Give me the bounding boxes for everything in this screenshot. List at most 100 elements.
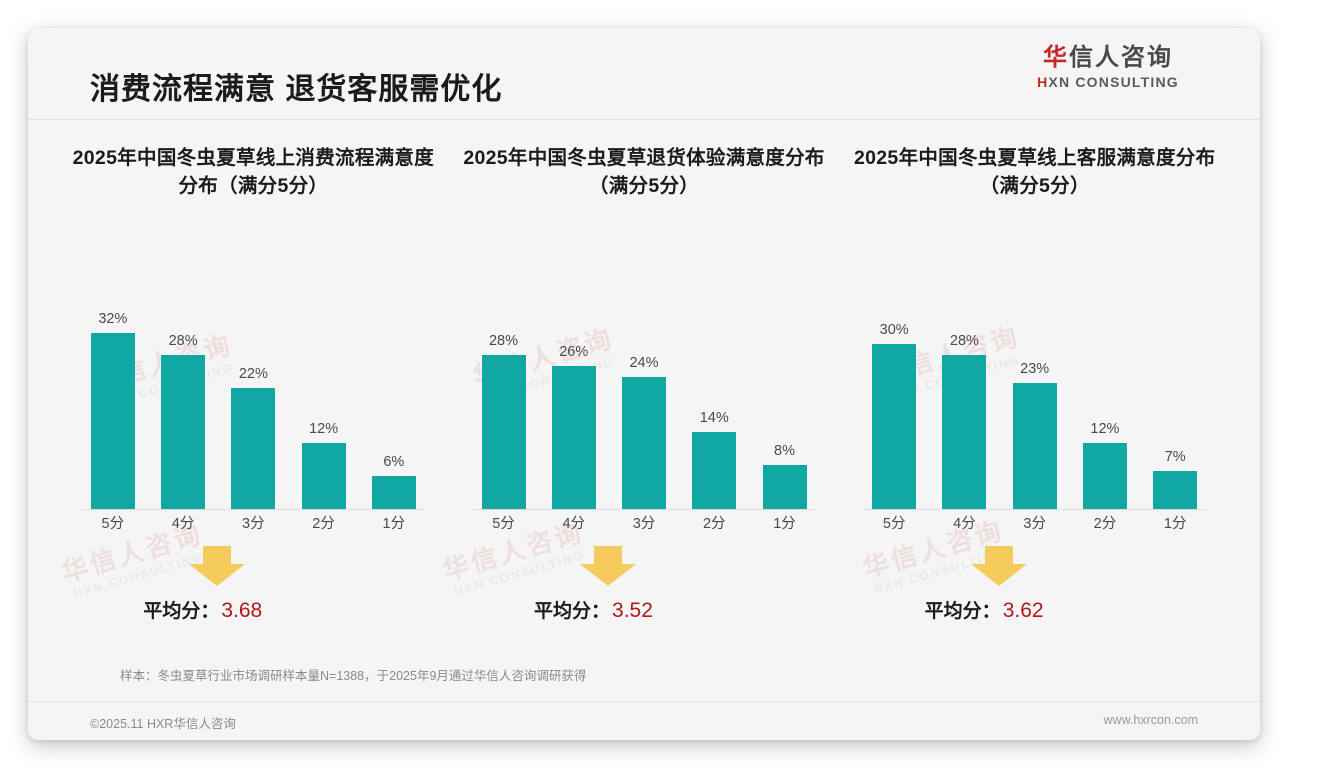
bar-chart-2: 28% 26% 24% 14% 8% 5分 4分 3分 2分 1分 xyxy=(463,260,826,532)
bar-value-label: 12% xyxy=(1090,421,1120,437)
average-block-1: 华信人咨询 HXN CONSULTING 平均分：3.68 xyxy=(58,519,435,644)
bar-column: 32% xyxy=(82,291,144,509)
bar[interactable] xyxy=(90,333,135,509)
logo-chinese-first-char: 华 xyxy=(1043,44,1069,71)
bar[interactable] xyxy=(622,377,666,509)
copyright-text: ©2025.11 HXR华信人咨询 xyxy=(90,717,236,731)
bar[interactable] xyxy=(1082,443,1127,509)
chart-title-3: 2025年中国冬虫夏草线上客服满意度分布（满分5分） xyxy=(853,147,1216,198)
slide-header: 消费流程满意 退货客服需优化 华信人咨询 HXN CONSULTING xyxy=(28,28,1260,120)
bar-value-label: 12% xyxy=(309,421,339,437)
chart-title-2: 2025年中国冬虫夏草退货体验满意度分布（满分5分） xyxy=(463,147,825,198)
average-label: 平均分： xyxy=(534,601,611,622)
bar-column: 8% xyxy=(754,291,816,509)
bars-3: 30% 28% 23% 12% 7% xyxy=(863,291,1207,510)
bar-column: 12% xyxy=(293,291,355,509)
bar-value-label: 8% xyxy=(774,443,795,459)
chart-title-1: 2025年中国冬虫夏草线上消费流程满意度分布（满分5分） xyxy=(72,147,435,198)
x-axis-2: 5分 4分 3分 2分 1分 xyxy=(473,512,816,533)
chart-panel-2: 华信人咨询 HXN CONSULTING 2025年中国冬虫夏草退货体验满意度分… xyxy=(439,144,840,676)
bar-column: 24% xyxy=(613,291,675,509)
page-title: 消费流程满意 退货客服需优化 xyxy=(90,73,503,106)
logo-english: HXN CONSULTING xyxy=(1018,74,1198,90)
x-tick-label: 3分 xyxy=(242,516,265,532)
bar-chart-3: 30% 28% 23% 12% 7% 5分 4分 3分 2分 1分 xyxy=(853,260,1216,532)
x-tick-label: 5分 xyxy=(101,516,125,532)
bar[interactable] xyxy=(1153,471,1198,509)
x-tick-label: 2分 xyxy=(702,516,726,532)
average-value: 3.68 xyxy=(221,599,263,622)
bar-column: 28% xyxy=(152,291,214,509)
x-axis-3: 5分 4分 3分 2分 1分 xyxy=(863,512,1206,533)
charts-row: 华信人咨询 HXN CONSULTING 2025年中国冬虫夏草线上消费流程满意… xyxy=(28,120,1260,676)
down-arrow-icon xyxy=(578,544,638,593)
bars-1: 32% 28% 22% 12% 6% xyxy=(82,291,425,510)
x-tick-label: 1分 xyxy=(773,516,796,532)
bar-column: 26% xyxy=(543,291,605,509)
x-tick-label: 3分 xyxy=(632,516,656,532)
average-score-2: 平均分：3.52 xyxy=(534,596,653,623)
bar-column: 28% xyxy=(934,291,996,509)
average-label: 平均分： xyxy=(143,601,220,622)
x-tick-label: 1分 xyxy=(382,516,406,532)
x-tick-label: 2分 xyxy=(312,516,335,532)
x-tick-label: 1分 xyxy=(1163,516,1187,532)
company-logo: 华信人咨询 HXN CONSULTING xyxy=(1018,44,1198,90)
x-axis-1: 5分 4分 3分 2分 1分 xyxy=(82,512,425,533)
bar-value-label: 30% xyxy=(879,322,909,338)
logo-english-initial: H xyxy=(1037,73,1049,90)
down-arrow-icon xyxy=(187,544,247,593)
logo-english-rest: XN CONSULTING xyxy=(1048,73,1179,90)
bar[interactable] xyxy=(692,432,737,509)
bar[interactable] xyxy=(301,443,346,509)
logo-chinese-rest: 信人咨询 xyxy=(1069,44,1173,71)
slide-footer: ©2025.11 HXR华信人咨询 www.hxrcon.com xyxy=(28,701,1260,740)
x-tick-label: 5分 xyxy=(492,516,515,532)
bar-value-label: 7% xyxy=(1164,449,1186,465)
x-tick-label: 3分 xyxy=(1023,516,1046,532)
website-url[interactable]: www.hxrcon.com xyxy=(1103,713,1198,727)
bar[interactable] xyxy=(762,465,807,509)
bar[interactable] xyxy=(872,344,917,509)
bar-value-label: 26% xyxy=(559,344,589,360)
chart-panel-1: 华信人咨询 HXN CONSULTING 2025年中国冬虫夏草线上消费流程满意… xyxy=(58,144,449,676)
bar[interactable] xyxy=(942,355,987,509)
average-label: 平均分： xyxy=(924,601,1001,622)
chart-panel-3: 华信人咨询 HXN CONSULTING 2025年中国冬虫夏草线上客服满意度分… xyxy=(839,144,1230,676)
average-score-1: 平均分：3.68 xyxy=(143,596,262,623)
bar[interactable] xyxy=(481,355,526,509)
bar-column: 6% xyxy=(363,291,425,509)
x-tick-label: 4分 xyxy=(953,516,976,532)
bar[interactable] xyxy=(231,388,276,509)
bar[interactable] xyxy=(161,355,206,509)
bar[interactable] xyxy=(371,476,416,509)
bar-column: 30% xyxy=(863,291,925,509)
bar[interactable] xyxy=(551,366,596,509)
average-value: 3.52 xyxy=(612,599,653,622)
bar-value-label: 6% xyxy=(383,454,405,470)
x-tick-label: 4分 xyxy=(171,516,195,532)
average-score-3: 平均分：3.62 xyxy=(925,596,1044,623)
down-arrow-icon xyxy=(969,544,1029,593)
average-value: 3.62 xyxy=(1002,599,1044,622)
average-block-2: 华信人咨询 HXN CONSULTING 平均分：3.52 xyxy=(439,517,826,644)
x-tick-label: 4分 xyxy=(562,516,586,532)
bar[interactable] xyxy=(1012,383,1057,509)
sample-note: 样本：冬虫夏草行业市场调研样本量N=1388，于2025年9月通过华信人咨询调研… xyxy=(120,669,587,683)
bar-value-label: 28% xyxy=(488,333,519,349)
bar-column: 12% xyxy=(1074,291,1136,509)
bar-column: 23% xyxy=(1004,291,1066,509)
bar-value-label: 14% xyxy=(699,410,729,426)
bars-2: 28% 26% 24% 14% 8% xyxy=(472,291,816,510)
bar-value-label: 28% xyxy=(168,333,198,349)
bar-value-label: 23% xyxy=(1020,361,1050,377)
bar-value-label: 22% xyxy=(238,366,268,382)
average-block-3: 华信人咨询 HXN CONSULTING 平均分：3.62 xyxy=(853,515,1216,644)
bar-chart-1: 32% 28% 22% 12% 6% 5分 4分 3分 2分 1分 xyxy=(72,260,435,532)
bar-value-label: 28% xyxy=(949,333,979,349)
slide-card: 消费流程满意 退货客服需优化 华信人咨询 HXN CONSULTING 华信人咨… xyxy=(28,28,1260,740)
bar-value-label: 24% xyxy=(629,355,659,371)
bar-value-label: 32% xyxy=(98,311,128,327)
logo-chinese: 华信人咨询 xyxy=(1018,44,1198,72)
bar-column: 22% xyxy=(223,291,285,509)
